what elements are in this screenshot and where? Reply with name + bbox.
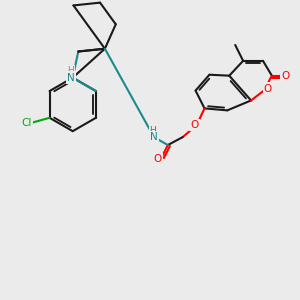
Text: H: H bbox=[150, 126, 156, 135]
Text: N: N bbox=[67, 73, 75, 83]
Text: H: H bbox=[68, 66, 74, 75]
Text: O: O bbox=[264, 84, 272, 94]
Text: Cl: Cl bbox=[22, 118, 32, 128]
Text: O: O bbox=[190, 120, 199, 130]
Text: N: N bbox=[150, 132, 158, 142]
Text: O: O bbox=[282, 71, 290, 81]
Text: O: O bbox=[154, 154, 162, 164]
